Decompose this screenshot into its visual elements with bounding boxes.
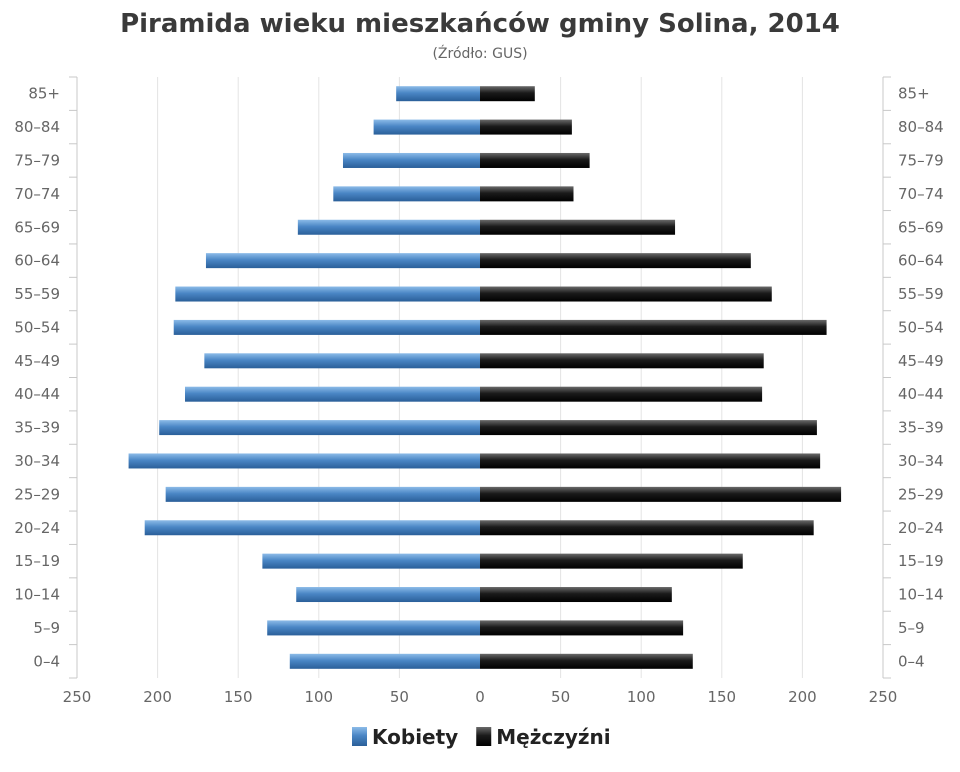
bar-male [480,520,814,536]
bar-female [173,319,480,335]
category-label-left: 65–69 [14,218,60,236]
category-label-right: 0–4 [898,652,925,670]
bar-male [480,152,590,168]
x-tick-label: 50 [551,688,570,706]
bar-female [297,219,480,235]
legend-label: Kobiety [372,725,458,749]
x-tick-label: 0 [475,688,485,706]
bar-male [480,453,821,469]
bar-female [165,486,480,502]
bar-male [480,286,772,302]
bar-female [289,653,480,669]
x-tick-label: 250 [63,688,92,706]
bar-female [185,386,480,402]
bar-male [480,486,842,502]
bar-female [262,553,480,569]
category-label-left: 55–59 [14,285,60,303]
category-label-left: 25–29 [14,485,60,503]
bar-male [480,186,574,202]
category-label-right: 70–74 [898,185,944,203]
bar-male [480,119,572,135]
category-label-right: 25–29 [898,485,944,503]
category-label-right: 15–19 [898,552,944,570]
x-tick-label: 50 [390,688,409,706]
bar-female [396,86,480,102]
labels-layer: 0–4 0–4 5–9 5–9 10–14 10–14 15–19 15–19 20–24 20–… [14,85,943,706]
category-label-right: 20–24 [898,519,944,537]
x-tick-label: 100 [627,688,656,706]
category-label-right: 50–54 [898,318,944,336]
chart-title: Piramida wieku mieszkańców gminy Solina,… [120,9,840,39]
legend-label: Mężczyźni [496,725,610,749]
category-label-left: 45–49 [14,352,60,370]
grid-layer [69,76,891,679]
bar-male [480,219,676,235]
bar-male [480,420,817,436]
category-label-right: 45–49 [898,352,944,370]
x-tick-label: 150 [707,688,736,706]
category-label-right: 10–14 [898,586,944,604]
category-label-left: 40–44 [14,385,60,403]
bar-male [480,386,763,402]
bar-female [373,119,480,135]
category-label-left: 70–74 [14,185,60,203]
bar-female [204,353,480,369]
x-tick-label: 200 [788,688,817,706]
bar-female [175,286,480,302]
bar-male [480,653,693,669]
category-label-left: 0–4 [33,652,60,670]
bar-female [333,186,480,202]
legend-swatch [476,727,492,746]
category-label-right: 60–64 [898,252,944,270]
x-tick-label: 250 [869,688,898,706]
bar-male [480,553,743,569]
legend: Kobiety Mężczyźni [352,725,611,749]
bar-male [480,620,684,636]
category-label-left: 15–19 [14,552,60,570]
category-label-right: 40–44 [898,385,944,403]
chart-subtitle: (Źródło: GUS) [432,44,527,62]
category-label-left: 80–84 [14,118,60,136]
bar-female [144,520,481,536]
category-label-right: 35–39 [898,419,944,437]
category-label-right: 5–9 [898,619,925,637]
category-label-right: 55–59 [898,285,944,303]
category-label-left: 85+ [28,85,60,103]
category-label-right: 75–79 [898,151,944,169]
x-tick-label: 150 [224,688,253,706]
category-label-right: 80–84 [898,118,944,136]
x-tick-label: 100 [304,688,333,706]
category-label-left: 30–34 [14,452,60,470]
bar-female [159,420,480,436]
category-label-left: 60–64 [14,252,60,270]
category-label-left: 75–79 [14,151,60,169]
category-label-left: 10–14 [14,586,60,604]
bar-male [480,353,764,369]
category-label-right: 30–34 [898,452,944,470]
bar-male [480,253,751,269]
bars-layer [128,86,842,669]
category-label-right: 65–69 [898,218,944,236]
bar-female [128,453,481,469]
legend-swatch [352,727,367,746]
category-label-left: 35–39 [14,419,60,437]
category-label-left: 50–54 [14,318,60,336]
category-label-right: 85+ [898,85,930,103]
category-label-left: 20–24 [14,519,60,537]
category-label-left: 5–9 [33,619,60,637]
bar-male [480,86,535,102]
bar-female [205,253,480,269]
bar-male [480,319,827,335]
bar-female [296,587,480,603]
bar-female [267,620,480,636]
bar-female [342,152,480,168]
x-tick-label: 200 [143,688,172,706]
bar-male [480,587,672,603]
